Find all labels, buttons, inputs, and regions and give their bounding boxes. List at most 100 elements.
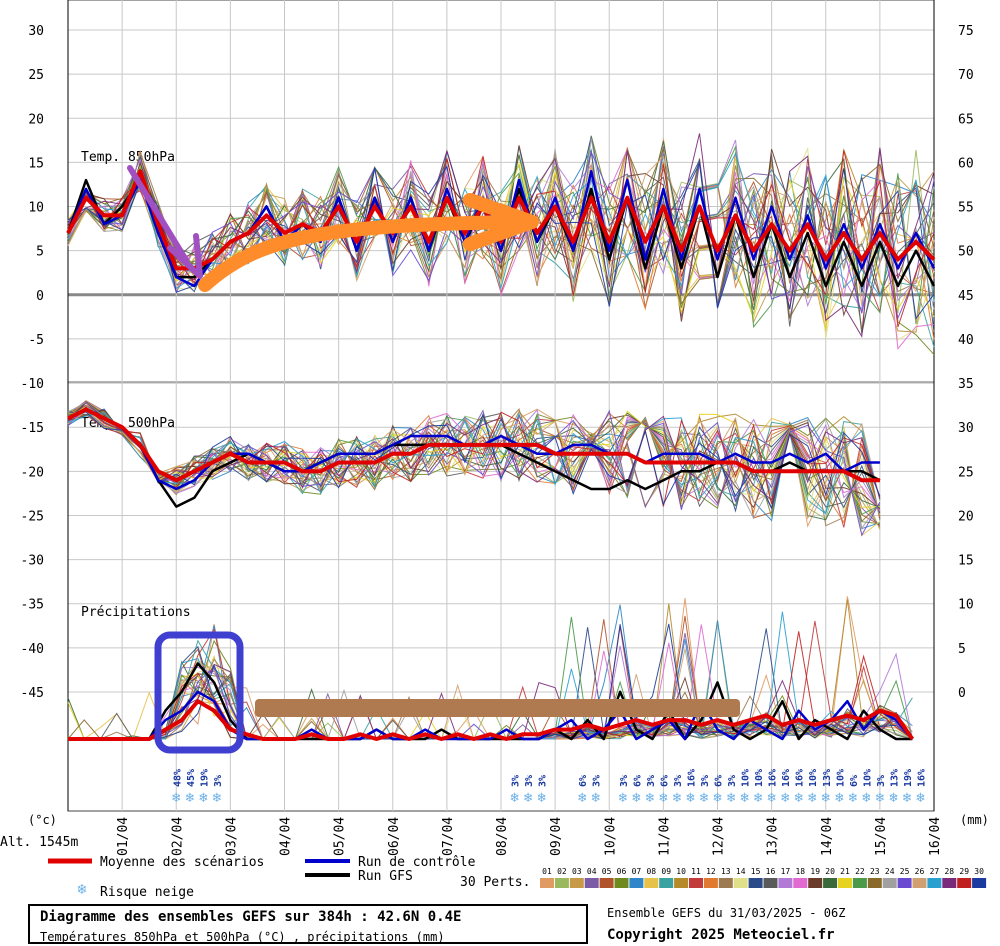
snow-risk-pct: 10% <box>741 769 752 787</box>
snow-risk-pct: 16% <box>686 769 697 787</box>
member-19-t850 <box>67 145 935 322</box>
snow-risk-pct: 6% <box>659 775 670 787</box>
x-tick-date: 02/04 <box>170 817 185 856</box>
snow-risk-pct: 3% <box>673 775 684 787</box>
pert-number: 16 <box>766 867 776 876</box>
pert-swatch <box>540 878 554 888</box>
member-28-t500 <box>67 402 881 505</box>
snow-risk-pct: 16% <box>795 769 806 787</box>
snow-risk-pct: 3% <box>646 775 657 787</box>
pert-swatch <box>927 878 942 888</box>
snowflake-icon: ❄ <box>77 880 86 898</box>
snowflake-icon: ❄ <box>835 790 844 806</box>
pert-number: 15 <box>751 867 761 876</box>
pert-number: 11 <box>691 867 701 876</box>
legend-perts-label: 30 Perts. <box>460 875 530 890</box>
pert-number: 04 <box>587 867 597 876</box>
snowflake-icon: ❄ <box>686 790 695 806</box>
purple-arrowhead <box>167 233 203 279</box>
x-tick-date: 03/04 <box>224 817 239 856</box>
pert-number: 20 <box>825 867 835 876</box>
pert-number: 21 <box>840 867 850 876</box>
snow-risk-pct: 10% <box>754 769 765 787</box>
right-unit: (mm) <box>960 813 989 827</box>
pert-swatch <box>718 878 733 888</box>
pert-number: 07 <box>632 867 642 876</box>
snow-risk-pct: 3% <box>524 775 535 787</box>
pert-swatch <box>823 878 838 888</box>
y-tick-right: 70 <box>958 68 974 83</box>
snow-risk-pct: 3% <box>538 775 549 787</box>
pert-swatch <box>852 878 867 888</box>
pert-swatch <box>733 878 748 888</box>
pert-swatch <box>972 878 987 888</box>
snowflake-icon: ❄ <box>172 790 181 806</box>
y-tick-left: -10 <box>21 377 44 392</box>
member-01-t500 <box>67 404 881 530</box>
y-tick-left: 10 <box>28 201 44 216</box>
footer-title: Diagramme des ensembles GEFS sur 384h : … <box>40 909 462 925</box>
legend-control: Run de contrôle <box>358 855 476 870</box>
pert-number: 30 <box>974 867 984 876</box>
pert-number: 25 <box>900 867 910 876</box>
member-04-t500 <box>67 400 881 527</box>
pert-number: 26 <box>915 867 925 876</box>
orange-arrowhead <box>463 193 539 251</box>
pert-number: 17 <box>781 867 791 876</box>
snow-risk-pct: 13% <box>822 769 833 787</box>
snowflake-icon: ❄ <box>646 790 655 806</box>
pert-swatch <box>689 878 703 888</box>
snowflake-icon: ❄ <box>659 790 668 806</box>
snow-risk-pct: 3% <box>700 775 711 787</box>
snow-risk-pct: 16% <box>768 769 779 787</box>
pert-swatch <box>778 878 793 888</box>
copyright: Copyright 2025 Meteociel.fr <box>607 927 835 943</box>
y-tick-left: 30 <box>28 24 44 39</box>
pert-swatch <box>703 878 718 888</box>
snow-risk-pct: 6% <box>578 775 589 787</box>
pert-number: 01 <box>542 867 552 876</box>
pert-swatch <box>897 878 912 888</box>
y-tick-left: 15 <box>28 156 44 171</box>
x-tick-date: 13/04 <box>766 817 781 856</box>
member-25-t500 <box>67 406 881 537</box>
pert-swatch <box>644 878 659 888</box>
x-tick-date: 01/04 <box>116 817 131 856</box>
pert-number: 12 <box>706 867 716 876</box>
legend-mean: Moyenne des scénarios <box>100 855 264 870</box>
snowflake-icon: ❄ <box>592 790 601 806</box>
orange-arrow <box>198 215 527 292</box>
member-09-t500 <box>67 404 881 521</box>
snowflake-icon: ❄ <box>186 790 195 806</box>
pert-swatch <box>867 878 882 888</box>
snow-risk-pct: 13% <box>889 769 900 787</box>
snowflake-icon: ❄ <box>876 790 885 806</box>
pert-swatch <box>882 878 897 888</box>
y-tick-right: 45 <box>958 289 974 304</box>
blue-box <box>154 631 244 754</box>
pert-swatch <box>674 878 689 888</box>
x-tick-date: 14/04 <box>820 817 835 856</box>
pert-number: 22 <box>855 867 865 876</box>
y-tick-right: 0 <box>958 686 966 701</box>
x-tick-date: 15/04 <box>874 817 889 856</box>
member-17-t500 <box>67 405 881 512</box>
y-tick-right: 65 <box>958 112 974 127</box>
snow-risk-pct: 10% <box>808 769 819 787</box>
snow-risk-pct: 45% <box>186 769 197 787</box>
snowflake-icon: ❄ <box>727 790 736 806</box>
x-tick-date: 06/04 <box>387 817 402 856</box>
snowflake-icon: ❄ <box>199 790 208 806</box>
pert-swatch <box>838 878 852 888</box>
legend: Moyenne des scénarios Run de contrôleRun … <box>48 855 987 900</box>
legend-snow: Risque neige <box>100 885 194 900</box>
snow-risk-pct: 10% <box>862 769 873 787</box>
x-tick-date: 08/04 <box>495 817 510 856</box>
y-tick-right: 35 <box>958 377 974 392</box>
snowflake-icon: ❄ <box>700 790 709 806</box>
pert-swatch <box>599 878 614 888</box>
snow-risk-pct: 6% <box>714 775 725 787</box>
snow-risk-pct: 3% <box>511 775 522 787</box>
